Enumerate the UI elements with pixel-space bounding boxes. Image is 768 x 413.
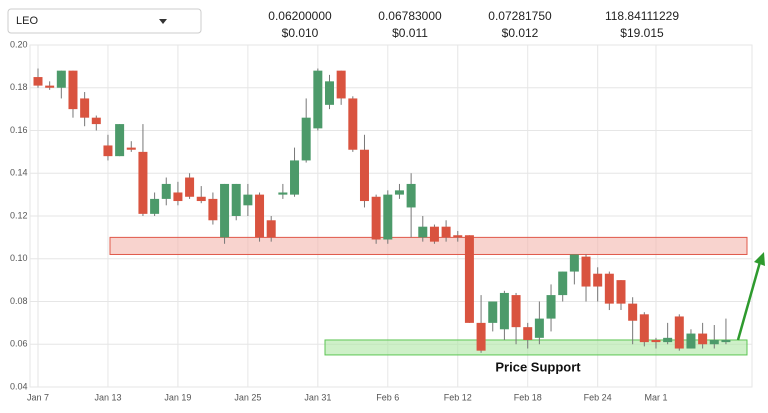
candle-body — [476, 322, 486, 351]
stat-value: 0.06783000 — [378, 9, 442, 23]
x-tick-label: Jan 31 — [304, 392, 331, 402]
zone — [324, 339, 748, 356]
candle-body — [523, 327, 533, 340]
candle-body — [651, 339, 661, 343]
candle-body — [348, 98, 358, 150]
candle-body — [231, 183, 241, 216]
candle-body — [616, 280, 626, 304]
candle-body — [639, 314, 649, 343]
candle-body — [290, 160, 300, 195]
candle-body — [220, 183, 230, 238]
y-tick-label: 0.10 — [10, 253, 28, 263]
candle-body — [243, 194, 253, 206]
candle-body — [185, 177, 195, 197]
candle-body — [91, 117, 101, 125]
stat-usd: $0.012 — [502, 26, 539, 40]
x-tick-label: Jan 7 — [27, 392, 49, 402]
candle-body — [80, 98, 90, 118]
x-tick-label: Feb 18 — [514, 392, 542, 402]
stat-value: 118.84111229 — [605, 9, 679, 23]
x-tick-label: Feb 12 — [444, 392, 472, 402]
y-tick-label: 0.08 — [10, 296, 28, 306]
y-tick-label: 0.12 — [10, 210, 28, 220]
candle-body — [138, 151, 148, 214]
candle-body — [161, 183, 171, 199]
x-tick-label: Mar 1 — [644, 392, 667, 402]
candle-body — [336, 70, 346, 99]
candle-body — [441, 226, 451, 238]
x-tick-label: Jan 13 — [94, 392, 121, 402]
stat-usd: $0.010 — [282, 26, 319, 40]
stat-usd: $0.011 — [392, 26, 428, 40]
candle-body — [511, 295, 521, 328]
candle-body — [581, 256, 591, 287]
candle-body — [663, 337, 673, 343]
y-tick-label: 0.18 — [10, 82, 28, 92]
candle-body — [686, 333, 696, 349]
x-tick-label: Feb 24 — [584, 392, 612, 402]
x-tick-label: Jan 25 — [234, 392, 261, 402]
candle-body — [255, 194, 265, 238]
candle-body — [359, 149, 369, 202]
arrow-head — [754, 252, 765, 266]
candle-body — [278, 192, 288, 195]
candle-body — [371, 196, 381, 240]
candle-body — [453, 235, 463, 238]
candle-body — [394, 190, 404, 195]
candle-body — [313, 70, 323, 129]
candle-body — [33, 77, 43, 86]
candle-body — [604, 273, 614, 304]
y-tick-label: 0.14 — [10, 168, 28, 178]
candle-body — [569, 254, 579, 272]
candle-body — [126, 147, 136, 150]
candle-body — [429, 226, 439, 242]
candle-body — [45, 85, 55, 88]
arrow — [736, 261, 762, 341]
candle-body — [150, 198, 160, 214]
candle-body — [674, 316, 684, 349]
candle-body — [698, 333, 708, 345]
candle-body — [709, 339, 719, 345]
candle-body — [115, 124, 125, 157]
candle-body — [593, 273, 603, 287]
candle-body — [546, 295, 556, 319]
candle-body — [534, 318, 544, 338]
y-tick-label: 0.06 — [10, 339, 28, 349]
candle-body — [558, 271, 568, 296]
zone — [109, 236, 748, 255]
candle-body — [103, 145, 113, 157]
stat-value: 0.06200000 — [268, 9, 332, 23]
candle-body — [325, 81, 334, 105]
candle-body — [196, 196, 206, 202]
candle-body — [499, 292, 509, 330]
stat-usd: $19.015 — [620, 26, 664, 40]
x-tick-label: Feb 6 — [376, 392, 399, 402]
candle-body — [173, 192, 183, 202]
y-tick-label: 0.20 — [10, 39, 28, 49]
candle-body — [406, 183, 416, 208]
candle-body — [628, 303, 638, 321]
dropdown-caret[interactable] — [159, 19, 167, 24]
candle-body — [208, 198, 218, 221]
candle-body — [418, 226, 428, 238]
selector[interactable] — [7, 8, 202, 34]
candle-body — [383, 194, 393, 240]
candle-body — [266, 220, 276, 238]
candle-body — [68, 70, 78, 110]
annotation: Price Support — [495, 359, 581, 374]
stat-value: 0.07281750 — [488, 9, 552, 23]
selector-label[interactable]: LEO — [16, 15, 38, 27]
y-tick-label: 0.16 — [10, 125, 28, 135]
candle-body — [721, 339, 731, 343]
y-tick-label: 0.04 — [10, 381, 28, 391]
x-tick-label: Jan 19 — [164, 392, 191, 402]
candle-body — [464, 235, 474, 323]
candle-body — [301, 117, 311, 161]
candle-body — [488, 301, 498, 323]
candle-body — [56, 70, 66, 88]
